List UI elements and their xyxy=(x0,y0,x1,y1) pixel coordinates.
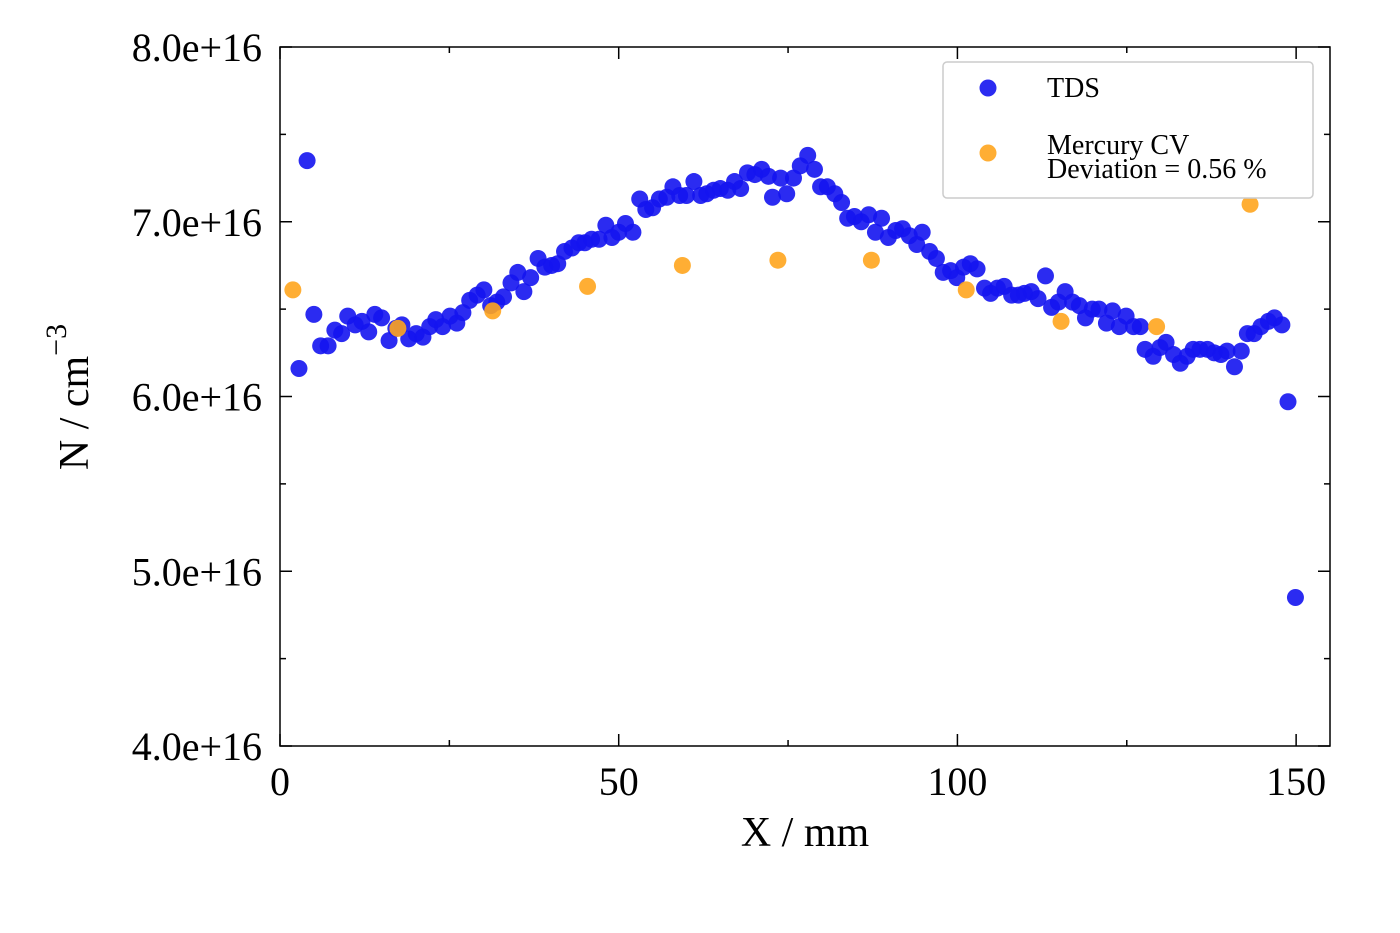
data-point xyxy=(284,281,302,299)
data-point xyxy=(968,260,986,278)
data-point xyxy=(298,152,316,170)
legend-label: TDS xyxy=(1047,73,1100,104)
data-point xyxy=(1029,290,1047,308)
legend-note: Deviation = 0.56 % xyxy=(1047,154,1267,185)
data-point xyxy=(1148,318,1166,336)
data-point xyxy=(360,323,378,341)
data-point xyxy=(305,305,323,323)
legend-label: Mercury CV xyxy=(1047,130,1189,161)
data-point xyxy=(673,256,691,274)
data-point xyxy=(624,223,642,241)
x-tick-label: 50 xyxy=(599,759,639,804)
y-axis-label-exponent: −3 xyxy=(40,324,73,356)
data-point xyxy=(1232,342,1250,360)
data-point xyxy=(957,281,975,299)
data-point xyxy=(389,319,407,337)
data-point xyxy=(1286,588,1304,606)
data-point xyxy=(769,251,787,269)
x-tick-label: 100 xyxy=(927,759,987,804)
data-point xyxy=(1225,358,1243,376)
legend-marker xyxy=(979,79,997,97)
x-tick-label: 0 xyxy=(270,759,290,804)
data-point xyxy=(495,288,513,306)
y-tick-label: 6.0e+16 xyxy=(132,375,262,420)
y-tick-label: 5.0e+16 xyxy=(132,549,262,594)
data-point xyxy=(778,185,796,203)
data-point xyxy=(913,223,931,241)
data-point xyxy=(590,230,608,248)
data-point xyxy=(1104,302,1122,320)
data-point xyxy=(1241,195,1259,213)
data-point xyxy=(1036,267,1054,285)
y-tick-label: 4.0e+16 xyxy=(132,724,262,769)
legend-marker xyxy=(979,144,997,162)
x-tick-label: 150 xyxy=(1266,759,1326,804)
data-point xyxy=(515,283,533,301)
data-point xyxy=(862,251,880,269)
plot-frame xyxy=(279,46,1331,747)
data-point xyxy=(1273,316,1291,334)
data-point xyxy=(873,209,891,227)
y-axis-label: N / cm−3 xyxy=(40,324,98,470)
data-point xyxy=(333,325,351,343)
data-point xyxy=(1090,300,1108,318)
data-point xyxy=(805,160,823,178)
y-axis-label-text: N / cm xyxy=(52,355,98,470)
data-point xyxy=(1131,318,1149,336)
data-point xyxy=(290,360,308,378)
legend-box xyxy=(942,61,1314,199)
data-point xyxy=(866,223,884,241)
data-point xyxy=(677,187,695,205)
data-point xyxy=(799,146,817,164)
data-point xyxy=(927,249,945,267)
data-point xyxy=(772,169,790,187)
data-point xyxy=(509,263,527,281)
data-point xyxy=(1218,342,1236,360)
data-point xyxy=(1157,333,1175,351)
data-point xyxy=(373,309,391,327)
data-point xyxy=(484,302,502,320)
data-point xyxy=(732,180,750,198)
data-point xyxy=(1279,393,1297,411)
y-tick-label: 7.0e+16 xyxy=(132,200,262,245)
data-point xyxy=(522,269,540,287)
y-tick-label: 8.0e+16 xyxy=(132,25,262,70)
data-point xyxy=(579,277,597,295)
data-point xyxy=(319,337,337,355)
x-axis-label: X / mm xyxy=(741,810,870,856)
data-point xyxy=(763,188,781,206)
data-point xyxy=(833,194,851,212)
data-point xyxy=(860,206,878,224)
data-point xyxy=(685,173,703,191)
data-point xyxy=(1052,312,1070,330)
data-point xyxy=(475,281,493,299)
